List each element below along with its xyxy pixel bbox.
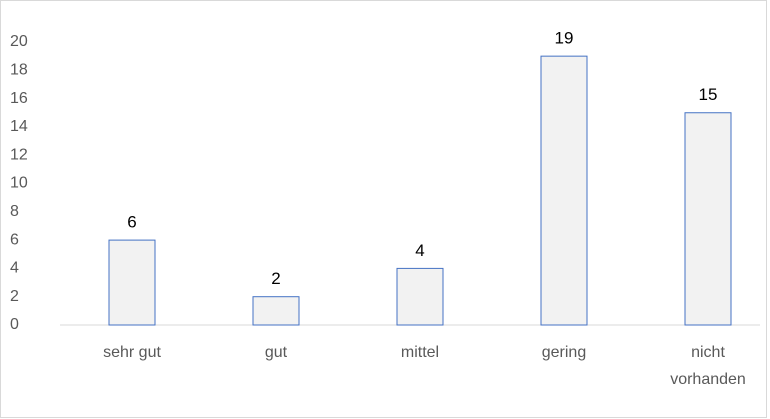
y-tick-label: 10 bbox=[10, 175, 28, 192]
y-tick-label: 20 bbox=[10, 33, 28, 50]
bar bbox=[252, 296, 300, 326]
data-label: 2 bbox=[271, 269, 280, 288]
x-tick-label: sehr gut bbox=[103, 344, 161, 361]
x-tick-label: mittel bbox=[400, 344, 440, 361]
bar bbox=[684, 112, 732, 326]
y-tick-label: 8 bbox=[10, 203, 19, 220]
x-tick-label: gering bbox=[541, 344, 587, 361]
y-tick-label: 4 bbox=[10, 260, 19, 277]
y-tick-label: 0 bbox=[10, 316, 19, 333]
bar bbox=[108, 239, 156, 326]
y-tick-label: 16 bbox=[10, 90, 28, 107]
bar bbox=[396, 267, 444, 326]
y-tick-label: 2 bbox=[10, 288, 19, 305]
data-label: 19 bbox=[555, 29, 574, 48]
data-label: 6 bbox=[127, 213, 136, 232]
y-tick-label: 12 bbox=[10, 146, 28, 163]
bar bbox=[540, 55, 588, 326]
data-label: 4 bbox=[415, 241, 424, 260]
x-tick-label: gut bbox=[264, 344, 288, 361]
y-tick-label: 18 bbox=[10, 62, 28, 79]
data-label: 15 bbox=[699, 85, 718, 104]
y-tick-label: 14 bbox=[10, 118, 28, 135]
x-tick-label: nicht vorhanden bbox=[670, 344, 746, 388]
y-tick-label: 6 bbox=[10, 231, 19, 248]
